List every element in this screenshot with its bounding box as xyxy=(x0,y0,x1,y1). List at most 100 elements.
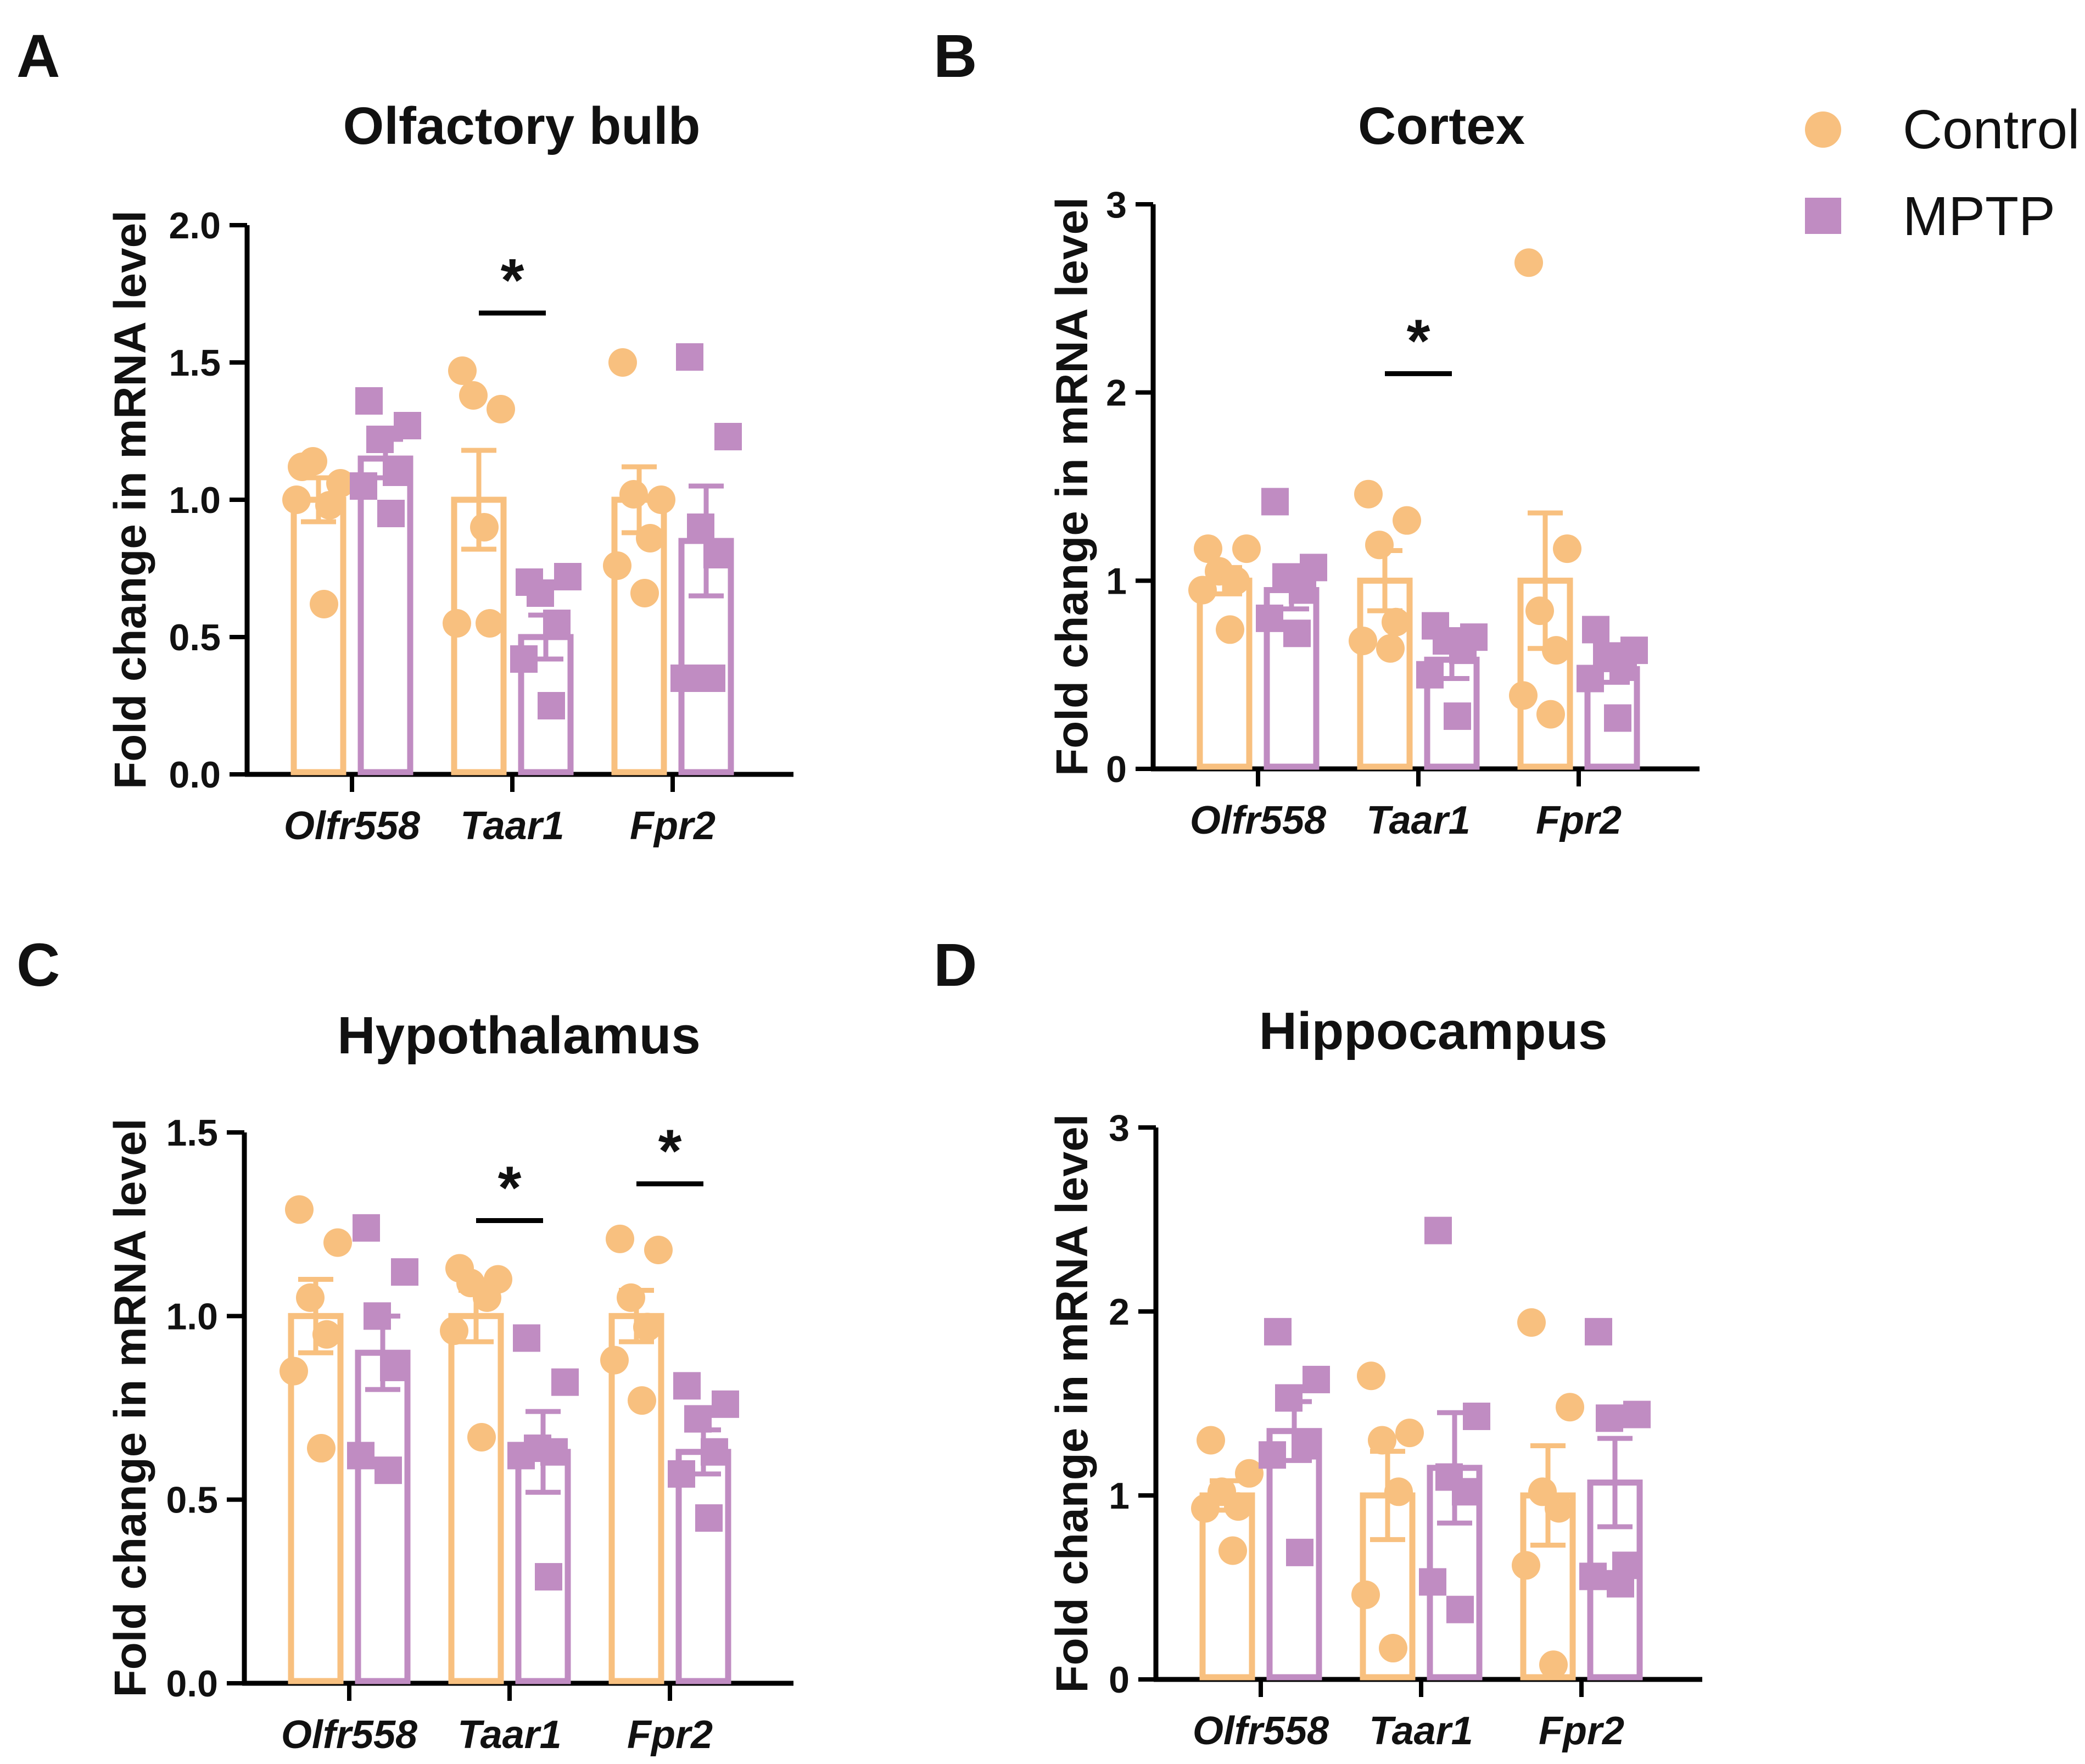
data-point-mptp xyxy=(391,1258,418,1286)
data-point-control xyxy=(1191,1494,1220,1523)
data-point-mptp xyxy=(540,1438,568,1466)
x-tick-label: Olfr558 xyxy=(284,804,420,848)
data-point-control xyxy=(487,395,515,423)
data-point-mptp xyxy=(1444,702,1471,730)
data-point-mptp xyxy=(1275,1384,1303,1412)
y-tick-label: 2 xyxy=(1106,372,1127,414)
data-point-mptp xyxy=(1286,1538,1313,1566)
data-point-control xyxy=(1224,1492,1253,1521)
y-tick-label: 0.0 xyxy=(166,1663,218,1705)
data-point-mptp xyxy=(1419,1568,1446,1596)
data-point-control xyxy=(1384,1477,1413,1506)
data-point-mptp xyxy=(1609,653,1637,681)
data-point-control xyxy=(315,491,344,520)
data-point-mptp xyxy=(543,610,571,637)
data-point-mptp xyxy=(366,426,394,453)
data-point-control xyxy=(1514,248,1543,277)
panel-title: Hypothalamus xyxy=(337,1006,700,1065)
x-tick-label: Taar1 xyxy=(1366,799,1470,842)
y-tick-label: 0.5 xyxy=(169,617,221,658)
x-tick-label: Taar1 xyxy=(460,804,564,848)
data-point-mptp xyxy=(673,1372,701,1400)
significance-label: * xyxy=(1407,307,1430,375)
data-point-mptp xyxy=(687,513,714,541)
data-point-control xyxy=(1395,1419,1424,1448)
data-point-control xyxy=(310,590,338,618)
data-point-control xyxy=(323,1228,352,1257)
data-point-control xyxy=(1553,534,1581,563)
chart-panel-b: B Cortex Fold change in mRNA level 0 1 2 3 Olfr… xyxy=(934,23,1700,842)
data-point-mptp xyxy=(1259,1441,1286,1469)
data-point-mptp xyxy=(1303,1365,1330,1393)
panel-letter: B xyxy=(934,23,977,90)
data-point-control xyxy=(448,356,477,385)
data-point-control xyxy=(1357,1361,1385,1391)
y-tick-label: 3 xyxy=(1109,1107,1130,1149)
data-point-mptp xyxy=(538,692,565,719)
data-point-mptp xyxy=(347,1442,374,1470)
data-point-mptp xyxy=(353,1214,380,1242)
y-tick-label: 2 xyxy=(1109,1291,1130,1333)
y-tick-label: 1 xyxy=(1109,1475,1130,1517)
data-point-mptp xyxy=(1577,665,1604,693)
data-point-mptp xyxy=(383,459,410,486)
data-point-control xyxy=(470,513,499,542)
y-axis-label: Fold change in mRNA level xyxy=(105,210,155,789)
data-point-mptp xyxy=(670,665,698,692)
data-point-mptp xyxy=(1596,1404,1623,1432)
bar-control xyxy=(1197,577,1253,770)
data-point-mptp xyxy=(1264,1318,1292,1346)
data-point-control xyxy=(630,579,659,607)
data-point-control xyxy=(1197,1426,1225,1455)
data-point-control xyxy=(644,1235,673,1264)
data-point-mptp xyxy=(1463,1402,1490,1430)
data-point-control xyxy=(1525,596,1554,626)
y-axis-label: Fold change in mRNA level xyxy=(1047,197,1097,776)
data-point-mptp xyxy=(1604,704,1631,732)
data-point-mptp xyxy=(1585,1318,1612,1346)
data-point-mptp xyxy=(513,1324,540,1352)
x-tick-label: Taar1 xyxy=(1369,1709,1473,1753)
data-point-control xyxy=(603,551,631,580)
bar-mptp xyxy=(355,1349,411,1684)
x-tick-label: Fpr2 xyxy=(627,1713,713,1757)
data-point-control xyxy=(619,480,648,509)
data-point-control xyxy=(282,485,311,514)
legend-control-marker xyxy=(1805,111,1841,148)
bar-control xyxy=(290,496,346,775)
x-tick-label: Fpr2 xyxy=(630,804,716,848)
bar-control xyxy=(448,1313,504,1684)
data-point-mptp xyxy=(1582,616,1609,644)
data-point-control xyxy=(1509,681,1538,710)
data-point-control xyxy=(1221,566,1250,595)
significance-label: * xyxy=(658,1118,682,1185)
data-point-control xyxy=(1354,479,1383,509)
y-tick-label: 2.0 xyxy=(169,205,221,247)
data-point-control xyxy=(628,1386,656,1415)
data-point-control xyxy=(443,609,471,638)
y-tick-label: 0.5 xyxy=(166,1480,218,1521)
panel-title: Hippocampus xyxy=(1259,1002,1608,1060)
data-point-mptp xyxy=(1261,488,1289,516)
y-tick-label: 3 xyxy=(1106,184,1127,226)
data-point-control xyxy=(1512,1551,1540,1580)
data-point-control xyxy=(1365,531,1394,560)
data-point-control xyxy=(636,524,664,552)
significance-label: * xyxy=(501,247,524,314)
data-point-control xyxy=(326,469,355,498)
data-point-control xyxy=(1517,1308,1546,1337)
chart-panel-c: C Hypothalamus Fold change in mRNA level 0.… xyxy=(16,931,793,1757)
y-tick-label: 0 xyxy=(1109,1659,1130,1701)
panel-title: Olfactory bulb xyxy=(343,97,701,155)
panel-letter: D xyxy=(934,931,977,999)
data-point-control xyxy=(459,381,488,410)
data-point-mptp xyxy=(1607,1570,1634,1598)
x-tick-label: Fpr2 xyxy=(1539,1709,1624,1753)
data-point-mptp xyxy=(364,1302,391,1330)
data-point-control xyxy=(1545,1494,1573,1523)
data-point-mptp xyxy=(701,1438,728,1466)
data-point-control xyxy=(312,1320,341,1349)
data-point-control xyxy=(617,1283,645,1312)
data-point-mptp xyxy=(714,423,742,450)
panel-letter: A xyxy=(16,23,60,90)
